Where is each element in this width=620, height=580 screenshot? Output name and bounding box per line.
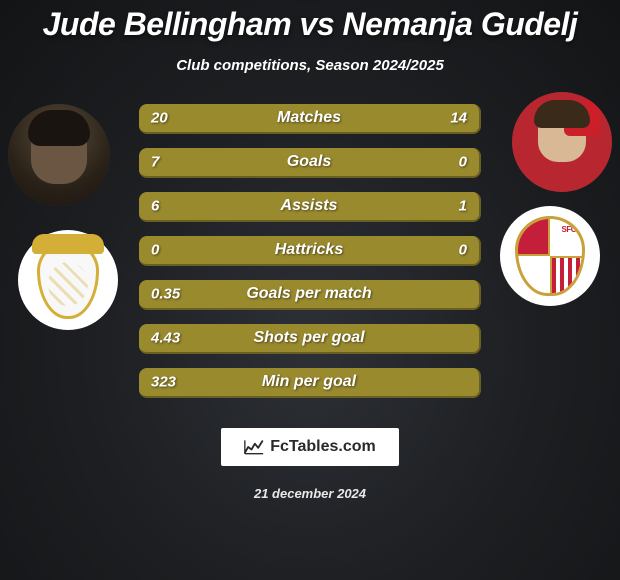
branding-text: FcTables.com	[270, 438, 376, 456]
stat-label: Assists	[281, 197, 338, 215]
stat-value-left: 323	[151, 374, 176, 391]
stat-value-left: 7	[151, 154, 159, 171]
stats-area: AZ 20 Matches 14 7 Goals 0 6 Assists 1	[0, 104, 620, 398]
player-silhouette-icon: AZ	[512, 92, 612, 192]
stat-rows: 20 Matches 14 7 Goals 0 6 Assists 1 0 Ha…	[139, 104, 481, 398]
stat-value-left: 20	[151, 110, 168, 127]
stat-row-goals-per-match: 0.35 Goals per match	[139, 280, 481, 310]
player-silhouette-icon	[8, 104, 110, 206]
stat-row-shots-per-goal: 4.43 Shots per goal	[139, 324, 481, 354]
stat-value-left: 0.35	[151, 286, 180, 303]
fctables-logo-icon	[244, 439, 264, 455]
player-photo-right: AZ	[512, 92, 612, 192]
stat-value-right: 1	[459, 198, 467, 215]
season-subtitle: Club competitions, Season 2024/2025	[176, 57, 444, 74]
stat-label: Min per goal	[262, 373, 356, 391]
stat-value-right: 14	[450, 110, 467, 127]
stat-row-min-per-goal: 323 Min per goal	[139, 368, 481, 398]
real-madrid-crest-icon	[37, 241, 99, 319]
stat-label: Goals	[287, 153, 331, 171]
stat-row-matches: 20 Matches 14	[139, 104, 481, 134]
club-badge-right	[500, 206, 600, 306]
stat-label: Matches	[277, 109, 341, 127]
stat-label: Goals per match	[246, 285, 371, 303]
stat-value-left: 0	[151, 242, 159, 259]
content-wrapper: Jude Bellingham vs Nemanja Gudelj Club c…	[0, 0, 620, 580]
club-badge-left	[18, 230, 118, 330]
stat-label: Shots per goal	[253, 329, 364, 347]
branding-badge: FcTables.com	[221, 428, 399, 466]
comparison-title: Jude Bellingham vs Nemanja Gudelj	[43, 6, 578, 43]
sevilla-stripes-icon	[550, 256, 582, 293]
stat-row-goals: 7 Goals 0	[139, 148, 481, 178]
az-badge-icon: AZ	[564, 100, 600, 136]
sevilla-crest-icon	[515, 216, 585, 296]
snapshot-date: 21 december 2024	[254, 486, 366, 501]
stat-value-right: 0	[459, 154, 467, 171]
stat-row-assists: 6 Assists 1	[139, 192, 481, 222]
player-photo-left	[8, 104, 110, 206]
stat-value-right: 0	[459, 242, 467, 259]
stat-label: Hattricks	[275, 241, 343, 259]
stat-value-left: 4.43	[151, 330, 180, 347]
stat-row-hattricks: 0 Hattricks 0	[139, 236, 481, 266]
stat-value-left: 6	[151, 198, 159, 215]
